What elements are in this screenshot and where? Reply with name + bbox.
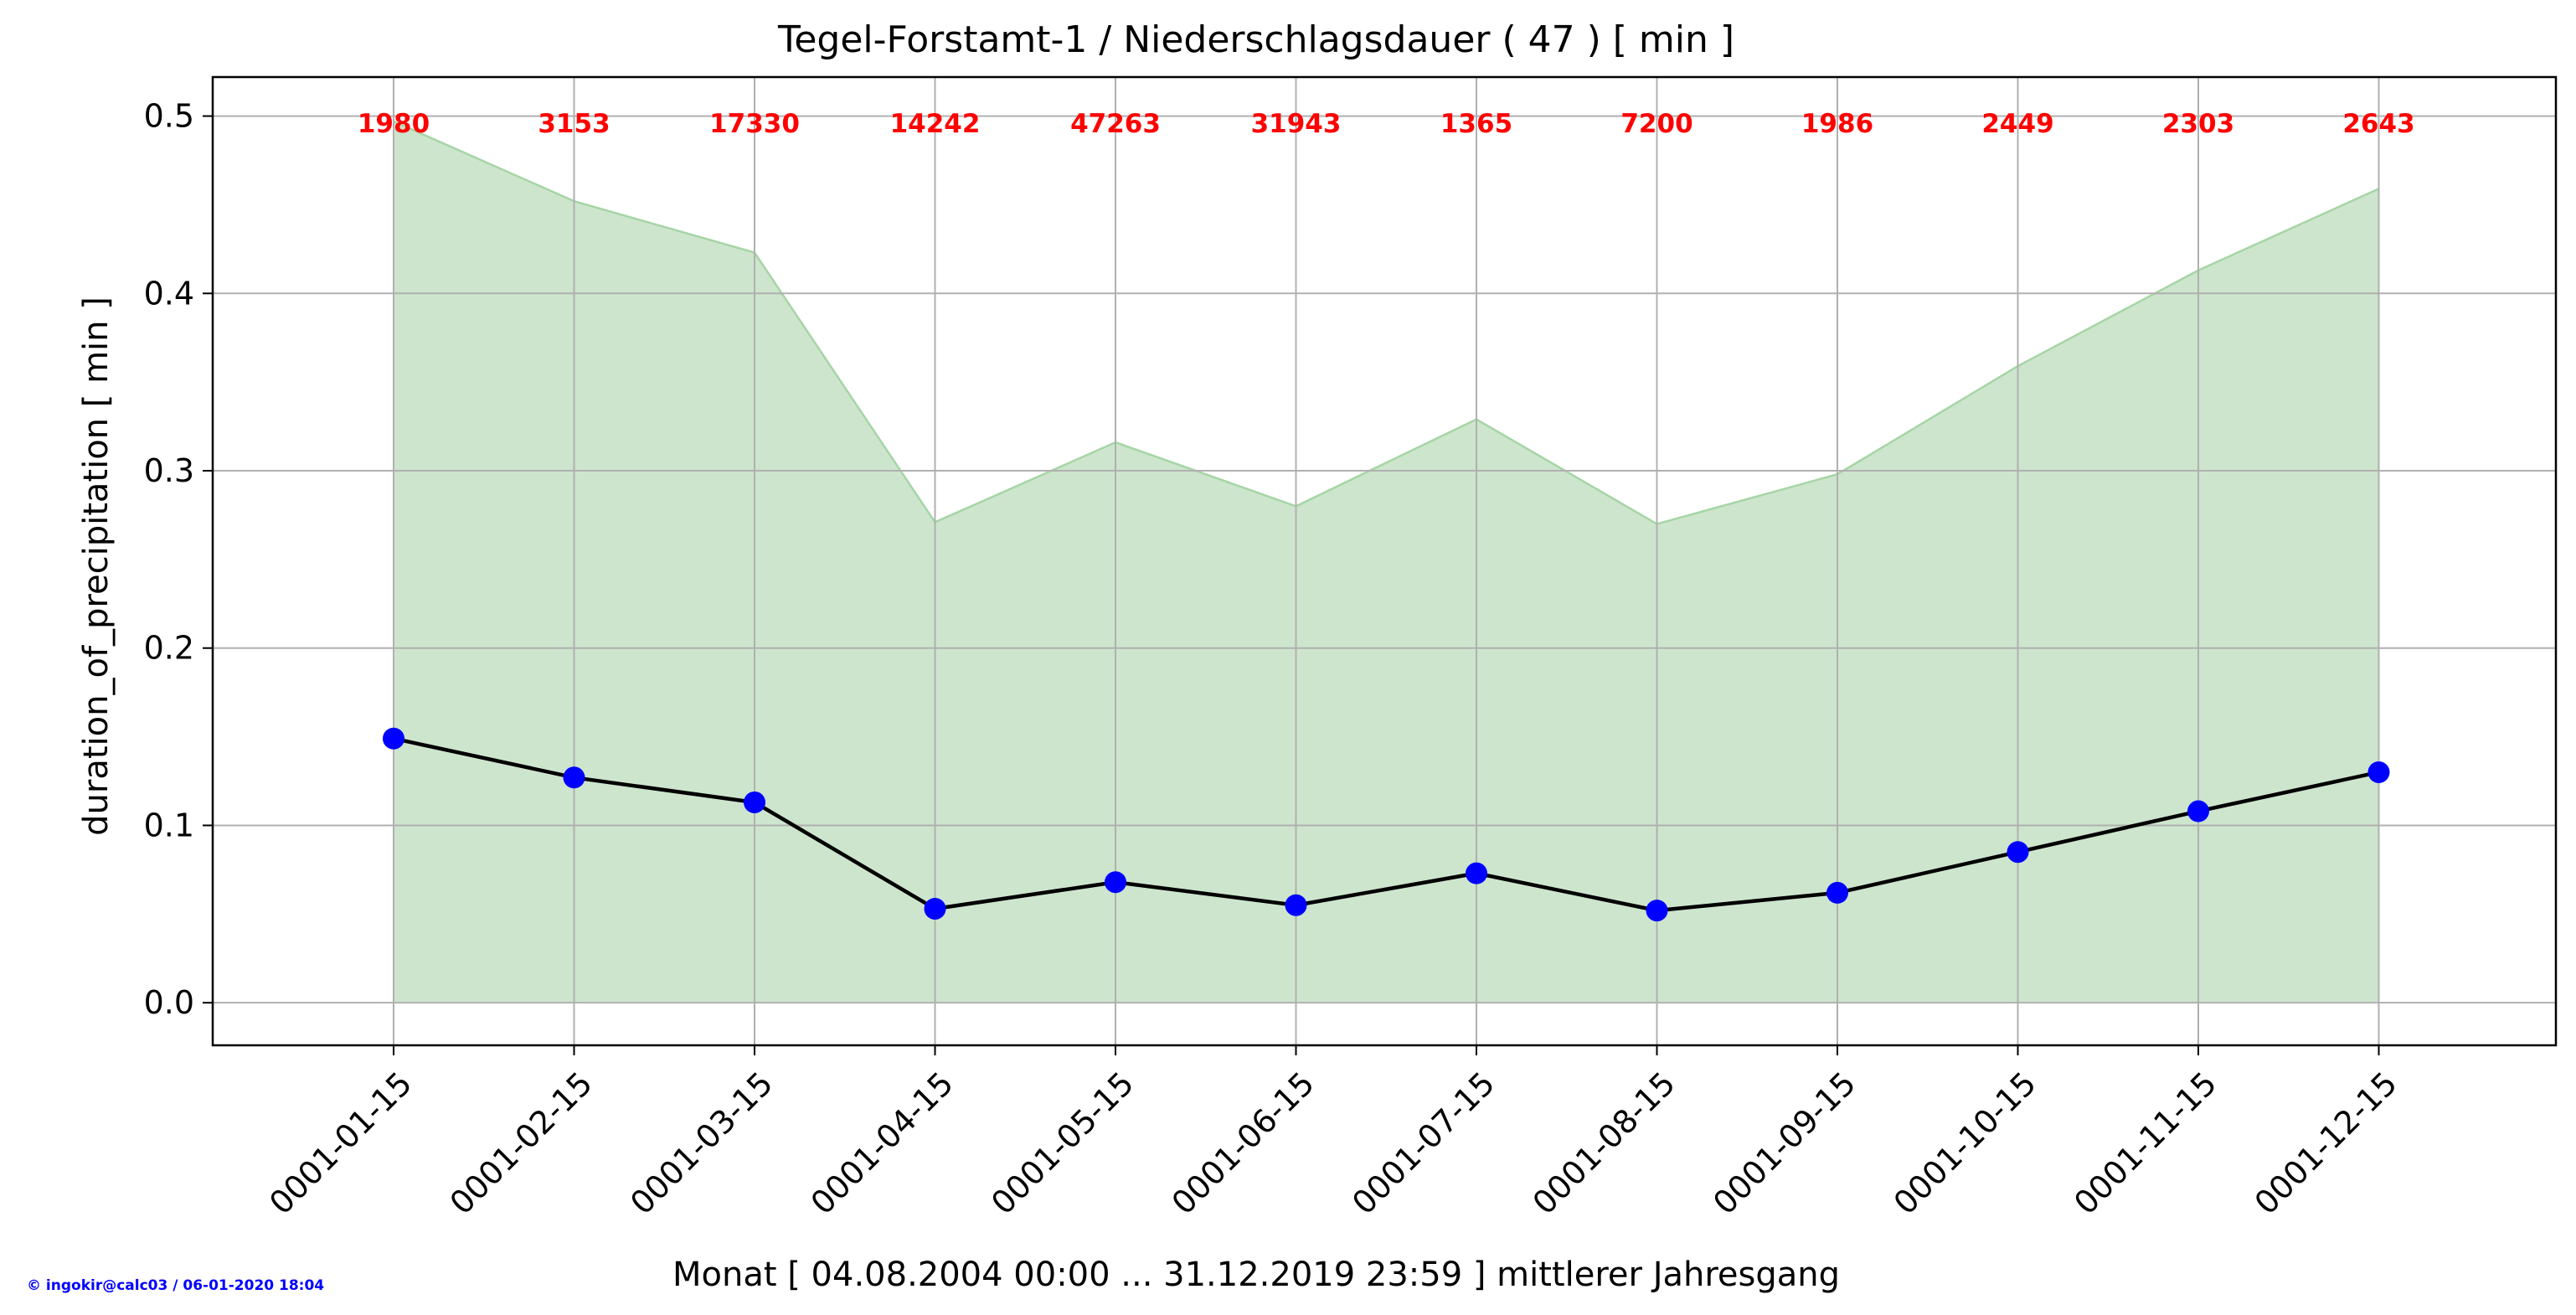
y-axis-label: duration_of_precipitation [ min ] bbox=[77, 297, 116, 836]
series-layer bbox=[383, 727, 2390, 922]
count-label: 7200 bbox=[1620, 109, 1692, 139]
y-tick-label: 0.1 bbox=[144, 807, 194, 843]
x-axis-label: Monat [ 04.08.2004 00:00 ... 31.12.2019 … bbox=[672, 1256, 1840, 1294]
data-point bbox=[2187, 800, 2209, 823]
plot-frame bbox=[211, 75, 2558, 1047]
data-point bbox=[1466, 862, 1487, 884]
data-point bbox=[2007, 841, 2029, 864]
count-label: 1986 bbox=[1801, 109, 1873, 139]
count-label: 17330 bbox=[709, 109, 800, 139]
count-label: 14242 bbox=[890, 109, 981, 139]
grid-layer bbox=[213, 77, 2556, 1045]
data-point bbox=[2367, 761, 2390, 783]
count-label: 2643 bbox=[2342, 109, 2414, 139]
data-point bbox=[383, 727, 404, 750]
data-point bbox=[1285, 894, 1307, 916]
y-tick-label: 0.2 bbox=[144, 630, 194, 667]
data-point bbox=[744, 791, 765, 813]
count-label: 31943 bbox=[1251, 109, 1342, 139]
footer-credit: © ingokir@calc03 / 06-01-2020 18:04 bbox=[27, 1277, 324, 1294]
y-tick-label: 0.3 bbox=[144, 452, 194, 489]
count-label: 3153 bbox=[538, 109, 610, 139]
y-tick-label: 0.5 bbox=[144, 98, 194, 135]
data-point bbox=[563, 766, 585, 789]
range-band-area bbox=[394, 121, 2379, 1003]
count-label: 1365 bbox=[1440, 109, 1512, 139]
data-point bbox=[1105, 871, 1126, 894]
data-point bbox=[1646, 900, 1668, 922]
count-labels-layer: 1980 3153 17330 14242 47263 31943 1365 7200 1986… bbox=[358, 109, 2415, 139]
chart-title: Tegel-Forstamt-1 / Niederschlagsdauer ( … bbox=[777, 18, 1734, 61]
count-label: 1980 bbox=[358, 109, 430, 139]
count-label: 2303 bbox=[2162, 109, 2234, 139]
range-band-layer bbox=[393, 120, 2380, 1003]
series-line bbox=[393, 736, 2379, 913]
data-point bbox=[1826, 881, 1848, 904]
data-point bbox=[924, 897, 946, 920]
y-tick-label: 0.4 bbox=[144, 275, 194, 312]
y-tick-label: 0.0 bbox=[144, 984, 194, 1021]
count-label: 47263 bbox=[1070, 109, 1161, 139]
range-band-upper-edge bbox=[393, 120, 2380, 525]
count-label: 2449 bbox=[1981, 109, 2053, 139]
